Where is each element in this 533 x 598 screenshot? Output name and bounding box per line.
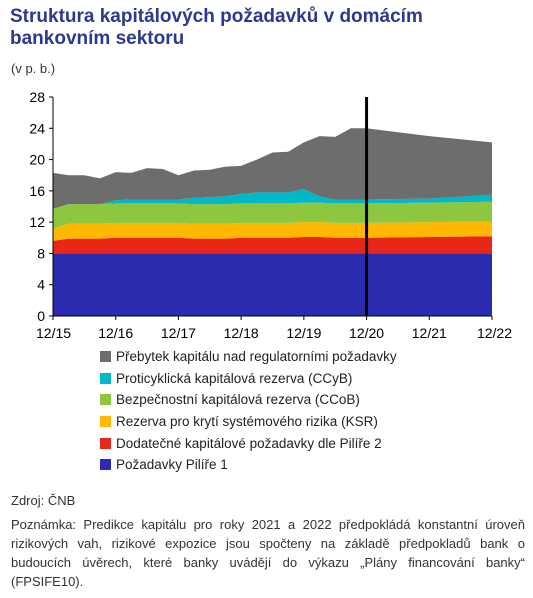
x-tick-label: 12/22 [477,325,512,341]
area-layers [53,128,492,316]
legend-item: Proticyklická kapitálová rezerva (CCyB) [100,368,397,390]
area-series-2 [53,221,492,241]
x-tick-label: 12/19 [286,325,321,341]
y-tick-label: 0 [37,308,45,324]
legend-label: Proticyklická kapitálová rezerva (CCyB) [116,370,353,386]
y-tick-label: 28 [29,89,45,105]
legend-swatch [100,459,111,471]
legend-item: Dodatečné kapitálové požadavky dle Pilíř… [100,432,397,454]
legend: Přebytek kapitálu nad regulatorními poža… [100,346,397,476]
legend-label: Rezerva pro krytí systémového rizika (KS… [116,414,378,430]
y-tick-label: 8 [37,245,45,261]
y-tick-label: 24 [29,120,45,136]
y-tick-label: 4 [37,277,45,293]
source-note: Zdroj: ČNB [11,493,76,508]
legend-item: Bezpečnostní kapitálová rezerva (CCoB) [100,389,397,411]
x-tick-label: 12/17 [161,325,196,341]
legend-swatch [100,437,111,449]
x-tick-label: 12/18 [224,325,259,341]
x-tick-label: 12/15 [36,325,71,341]
area-series-0 [53,253,492,316]
area-series-3 [53,201,492,229]
unit-label: (v p. b.) [11,61,56,76]
x-tick-label: 12/16 [98,325,133,341]
legend-swatch [100,416,111,428]
x-axis: 12/15 12/16 12/17 12/18 12/19 12/20 12/21 12/22 [36,315,512,341]
legend-swatch [100,394,111,406]
y-tick-label: 16 [29,183,45,199]
area-series-1 [53,236,492,254]
legend-label: Dodatečné kapitálové požadavky dle Pilíř… [116,435,382,451]
area-series-4 [53,189,492,209]
legend-item: Požadavky Pilíře 1 [100,454,397,476]
legend-swatch [100,351,111,363]
y-axis: 0 4 8 12 16 20 24 28 [29,89,54,324]
x-tick-label: 12/20 [349,325,384,341]
footnote: Poznámka: Predikce kapitálu pro roky 202… [11,517,525,589]
y-tick-label: 20 [29,152,45,168]
legend-swatch [100,372,111,384]
legend-label: Přebytek kapitálu nad regulatorními poža… [116,349,397,365]
x-tick-label: 12/21 [412,325,447,341]
legend-label: Bezpečnostní kapitálová rezerva (CCoB) [116,392,360,408]
y-tick-label: 12 [29,214,45,230]
legend-label: Požadavky Pilíře 1 [116,457,228,473]
legend-item: Rezerva pro krytí systémového rizika (KS… [100,411,397,433]
legend-item: Přebytek kapitálu nad regulatorními poža… [100,346,397,368]
area-series-5 [53,128,492,209]
chart-title: Struktura kapitálových požadavků v domác… [10,6,423,49]
